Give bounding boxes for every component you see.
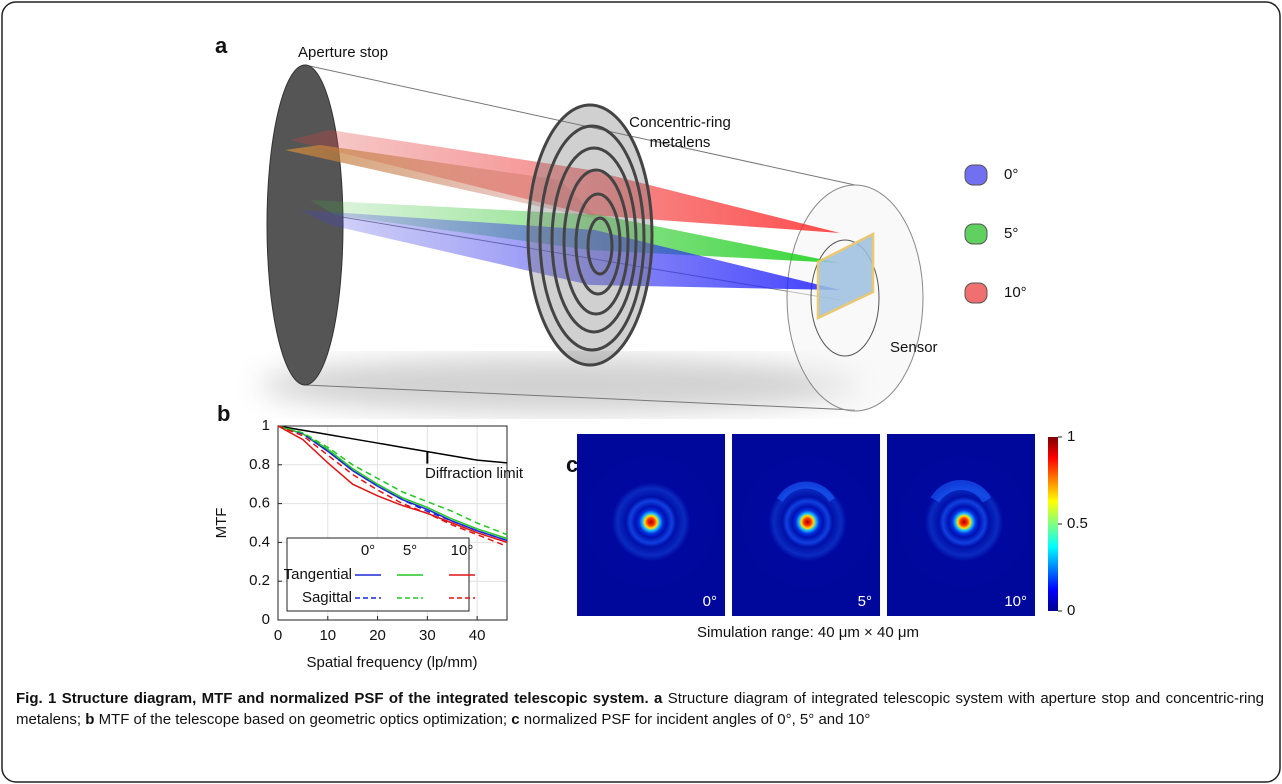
mtf-line [277, 425, 508, 540]
panel-label: b [217, 401, 230, 426]
legend-label: Tangential [284, 566, 352, 583]
range-label: Simulation range: 40 μm × 40 μm [697, 624, 919, 641]
y-tick-label: 1 [262, 417, 270, 434]
x-tick-label: 30 [419, 627, 436, 644]
legend-label: 10° [1004, 284, 1027, 301]
colorbar-tick-label: 1 [1067, 428, 1075, 445]
x-axis-label: Spatial frequency (lp/mm) [307, 654, 478, 671]
colorbar-tick-label: 0 [1067, 602, 1075, 619]
x-tick-label: 10 [319, 627, 336, 644]
panel-label: c [566, 452, 578, 477]
psf-spot [581, 452, 721, 592]
caption-text: MTF of the telescope based on geometric … [98, 711, 508, 728]
caption: Fig. 1 Structure diagram, MTF and normal… [16, 688, 1264, 730]
angle-label: 5° [858, 593, 872, 610]
y-tick-label: 0.6 [249, 495, 270, 512]
aperture-label: Aperture stop [298, 44, 388, 61]
mtf-line [277, 425, 508, 542]
psf-panel: 0° 5° 10° 0 0.5 1 [577, 428, 1088, 619]
mtf-line [277, 425, 508, 547]
caption-text: Structure diagram of integrated telescop… [16, 690, 1264, 728]
y-tick-label: 0.4 [249, 533, 270, 550]
mtf-line [277, 425, 508, 544]
y-tick-label: 0.8 [249, 456, 270, 473]
x-tick-label: 40 [469, 627, 486, 644]
caption-title: Fig. 1 Structure diagram, MTF and normal… [16, 690, 649, 707]
psf-spot [737, 452, 878, 592]
psf-spot [894, 452, 1034, 592]
metalens-label: metalens [650, 134, 711, 151]
legend-label: Sagittal [302, 589, 352, 606]
colorbar [1048, 437, 1058, 611]
legend-column: 10° [451, 542, 474, 559]
caption-letter: b [85, 711, 95, 728]
x-tick-label: 0 [274, 627, 282, 644]
legend-label: 0° [1004, 166, 1018, 183]
legend-label: 5° [1004, 225, 1018, 242]
psf-side-lobe [930, 479, 992, 503]
colorbar-tick-label: 0.5 [1067, 515, 1088, 532]
x-tick-label: 20 [369, 627, 386, 644]
panel-label: a [215, 33, 228, 58]
metalens-label: Concentric-ring [629, 114, 731, 131]
angle-label: 0° [703, 593, 717, 610]
diagram [260, 64, 988, 413]
caption-letter: c [511, 711, 520, 728]
y-axis-label: MTF [213, 508, 230, 539]
legend-column: 5° [403, 542, 417, 559]
y-tick-label: 0.2 [249, 572, 270, 589]
legend-column: 0° [361, 542, 375, 559]
caption-letter: a [654, 690, 663, 707]
mtf-line [277, 425, 508, 536]
caption-text: normalized PSF for incident angles of 0°… [523, 711, 871, 728]
frame-top [277, 425, 508, 621]
psf-side-lobe [776, 481, 836, 502]
angle-label: 10° [1004, 593, 1027, 610]
y-tick-label: 0 [262, 611, 270, 628]
annotation: Diffraction limit [425, 465, 524, 482]
sensor-label: Sensor [890, 339, 938, 356]
reference-line [277, 425, 508, 464]
